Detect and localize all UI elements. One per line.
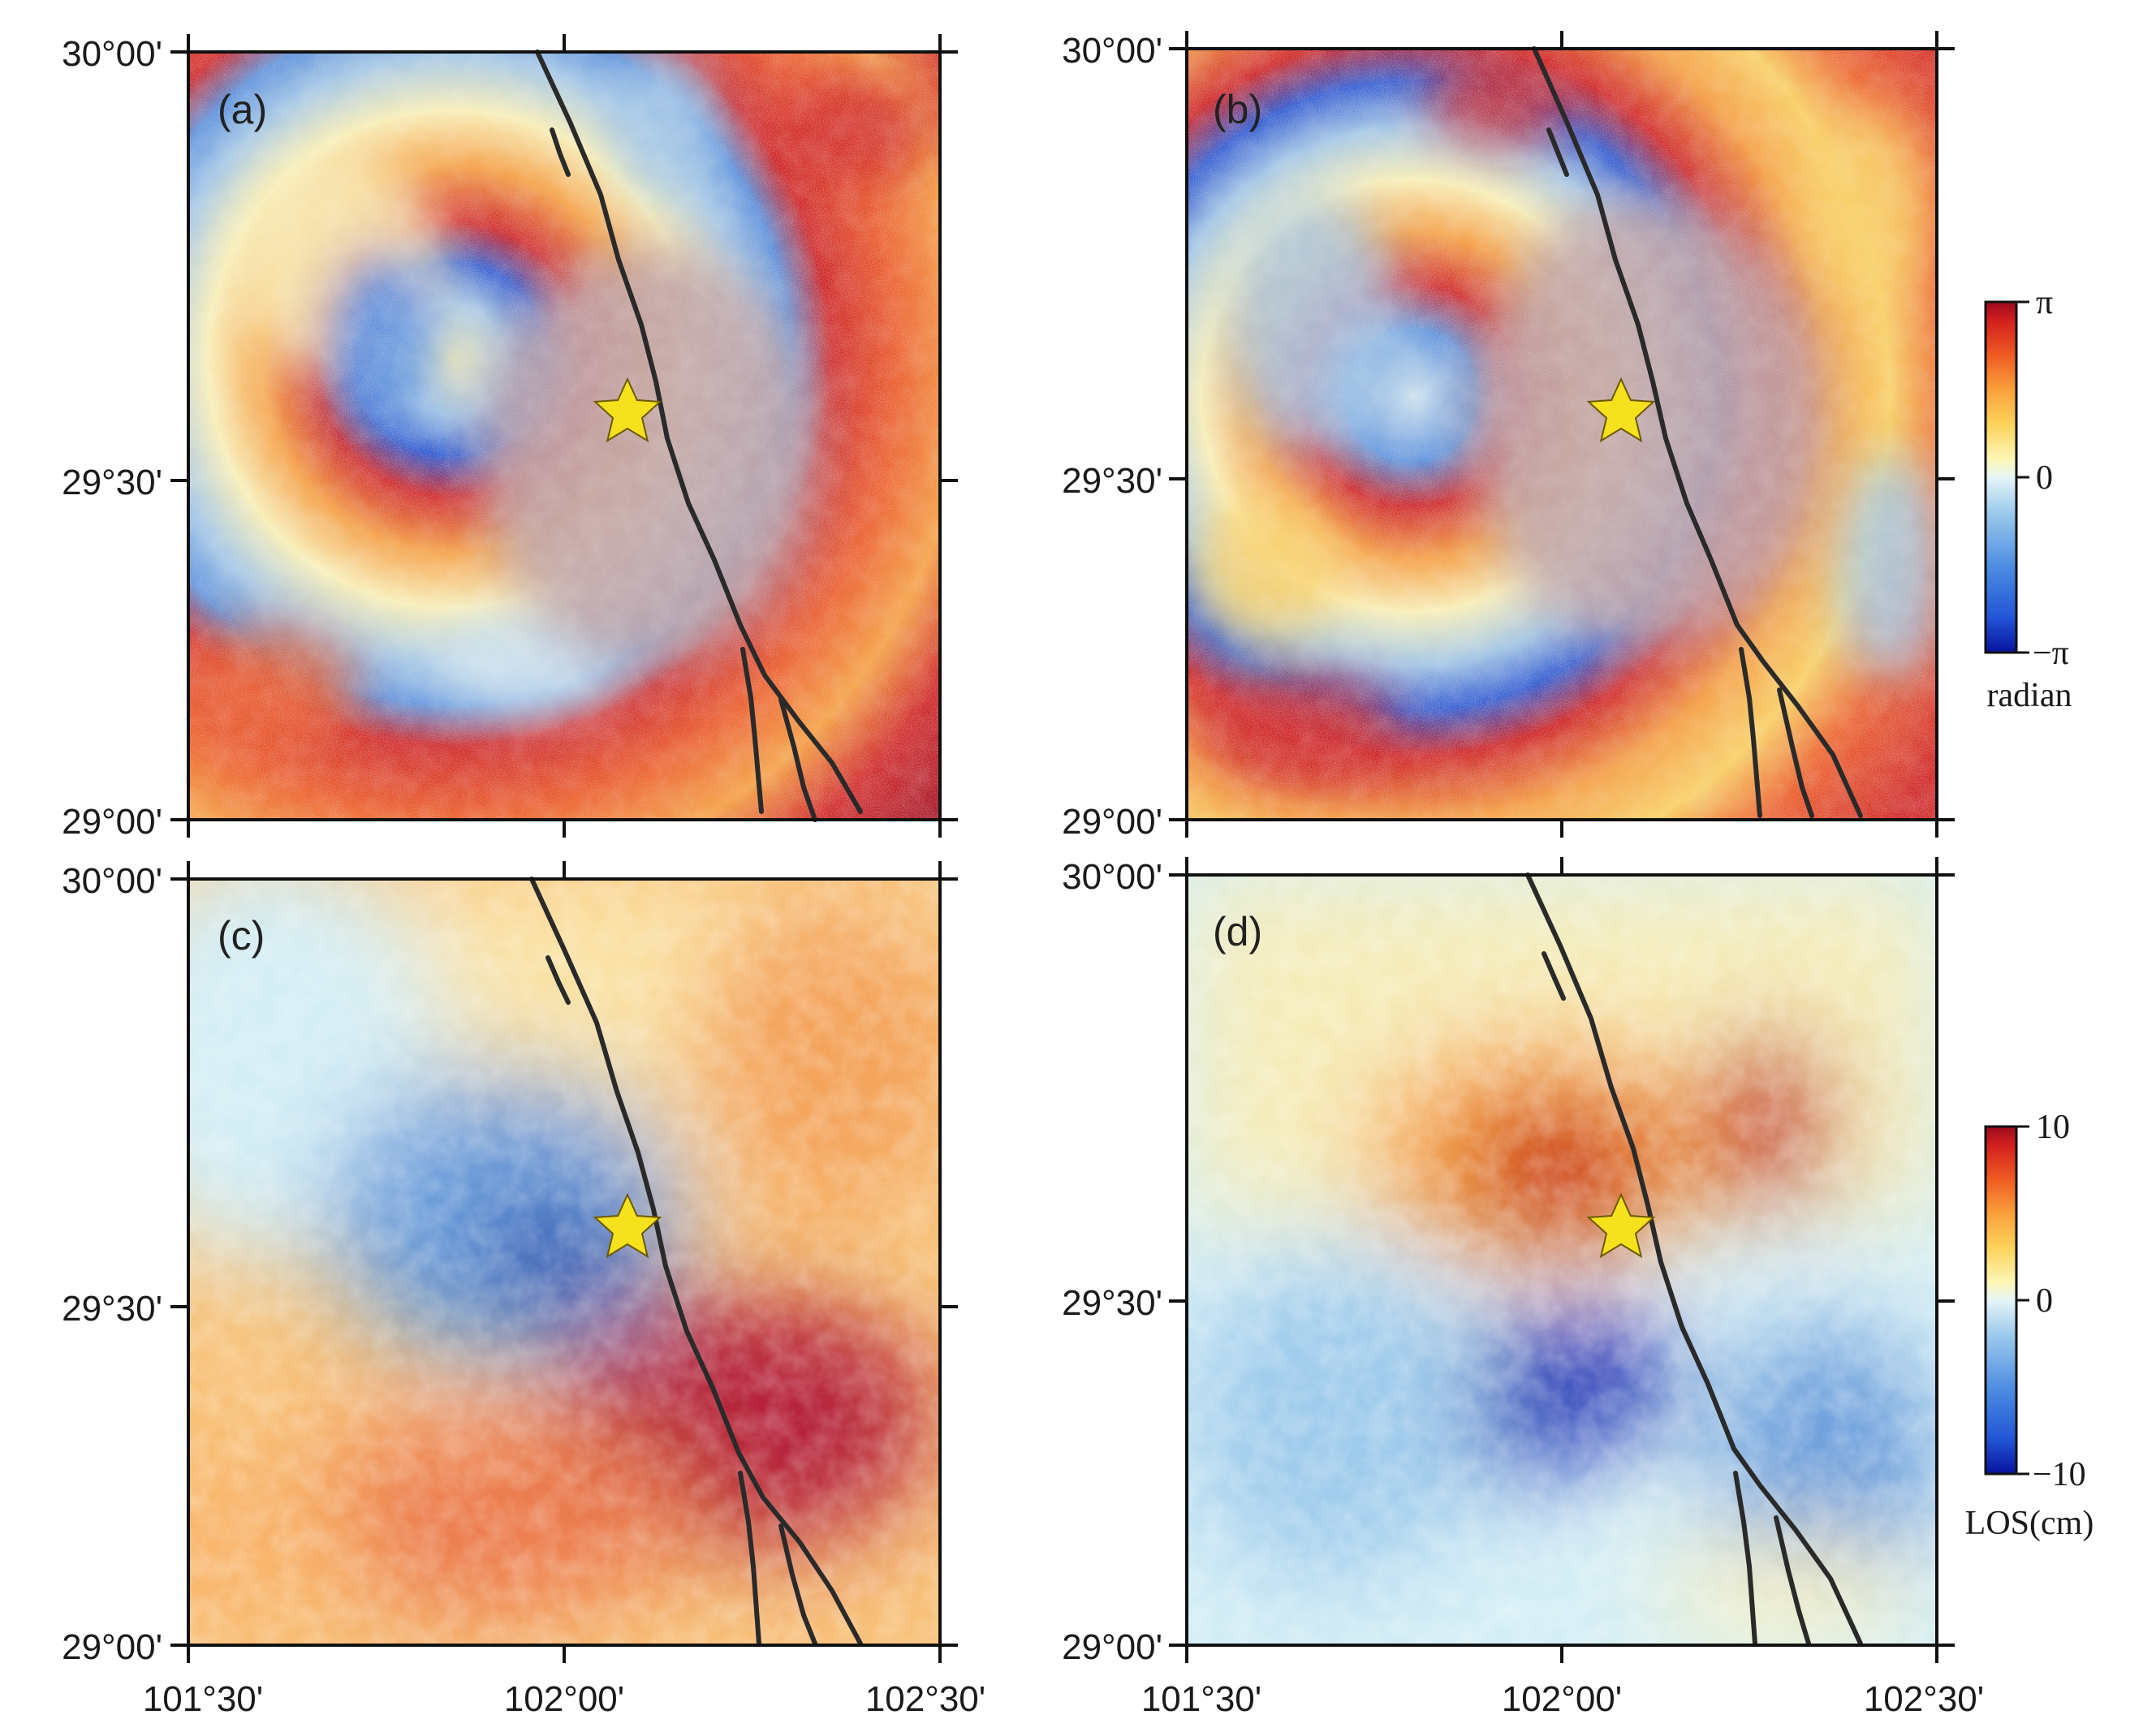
lon-label-c-right: 102°30' xyxy=(865,1679,985,1719)
colorbar-phase-mid: 0 xyxy=(2036,459,2053,497)
colorbar-phase-unit: radian xyxy=(1987,677,2072,714)
lon-label-d-mid: 102°00' xyxy=(1502,1679,1622,1719)
panel-label-d: (d) xyxy=(1213,909,1262,954)
epicenter-star-b xyxy=(1586,377,1656,443)
panel-c xyxy=(188,879,940,1645)
lat-label-a-bottom: 29°00' xyxy=(62,802,162,842)
lat-label-c-top: 30°00' xyxy=(62,861,162,901)
epicenter-star-c xyxy=(593,1192,662,1259)
panel-a xyxy=(188,52,940,820)
epicenter-star-d xyxy=(1586,1192,1656,1259)
panel-label-b: (b) xyxy=(1213,87,1262,132)
panel-b xyxy=(1187,49,1937,820)
lat-label-a-mid: 29°30' xyxy=(62,463,162,502)
lat-label-b-mid: 29°30' xyxy=(1062,461,1162,501)
lon-label-c-left: 101°30' xyxy=(143,1679,263,1719)
panel-label-a: (a) xyxy=(218,87,267,132)
lat-label-b-top: 30°00' xyxy=(1062,31,1162,71)
lat-label-b-bottom: 29°00' xyxy=(1062,802,1162,842)
panel-label-c: (c) xyxy=(218,913,265,959)
fault-lines-a xyxy=(535,50,863,822)
fault-lines-b xyxy=(1532,46,1863,818)
colorbar-phase-min: −π xyxy=(2033,635,2069,672)
colorbar-los-min: −10 xyxy=(2033,1456,2086,1493)
lat-label-c-mid: 29°30' xyxy=(62,1289,162,1329)
lon-label-d-left: 101°30' xyxy=(1141,1679,1261,1719)
epicenter-star-a xyxy=(593,377,662,443)
lon-label-d-right: 102°30' xyxy=(1864,1679,1984,1719)
lat-label-d-top: 30°00' xyxy=(1062,857,1162,897)
colorbar-los-mid: 0 xyxy=(2036,1282,2053,1320)
lon-label-c-mid: 102°00' xyxy=(504,1679,624,1719)
lat-label-c-bottom: 29°00' xyxy=(62,1627,162,1667)
colorbar-los-max: 10 xyxy=(2036,1109,2070,1146)
fault-lines-d xyxy=(1525,872,1863,1646)
lat-label-d-mid: 29°30' xyxy=(1062,1283,1162,1323)
colorbar-phase-max: π xyxy=(2036,284,2053,321)
fault-lines-c xyxy=(529,877,863,1646)
tick-marks xyxy=(170,31,1955,1663)
lat-label-a-top: 30°00' xyxy=(62,34,162,74)
colorbar-los: 10 0 −10 LOS(cm) xyxy=(1965,1109,2094,1542)
colorbar-phase: π 0 −π radian xyxy=(1984,284,2072,714)
lat-label-d-bottom: 29°00' xyxy=(1062,1627,1162,1667)
colorbar-los-unit: LOS(cm) xyxy=(1965,1505,2094,1542)
panel-d xyxy=(1187,875,1937,1645)
